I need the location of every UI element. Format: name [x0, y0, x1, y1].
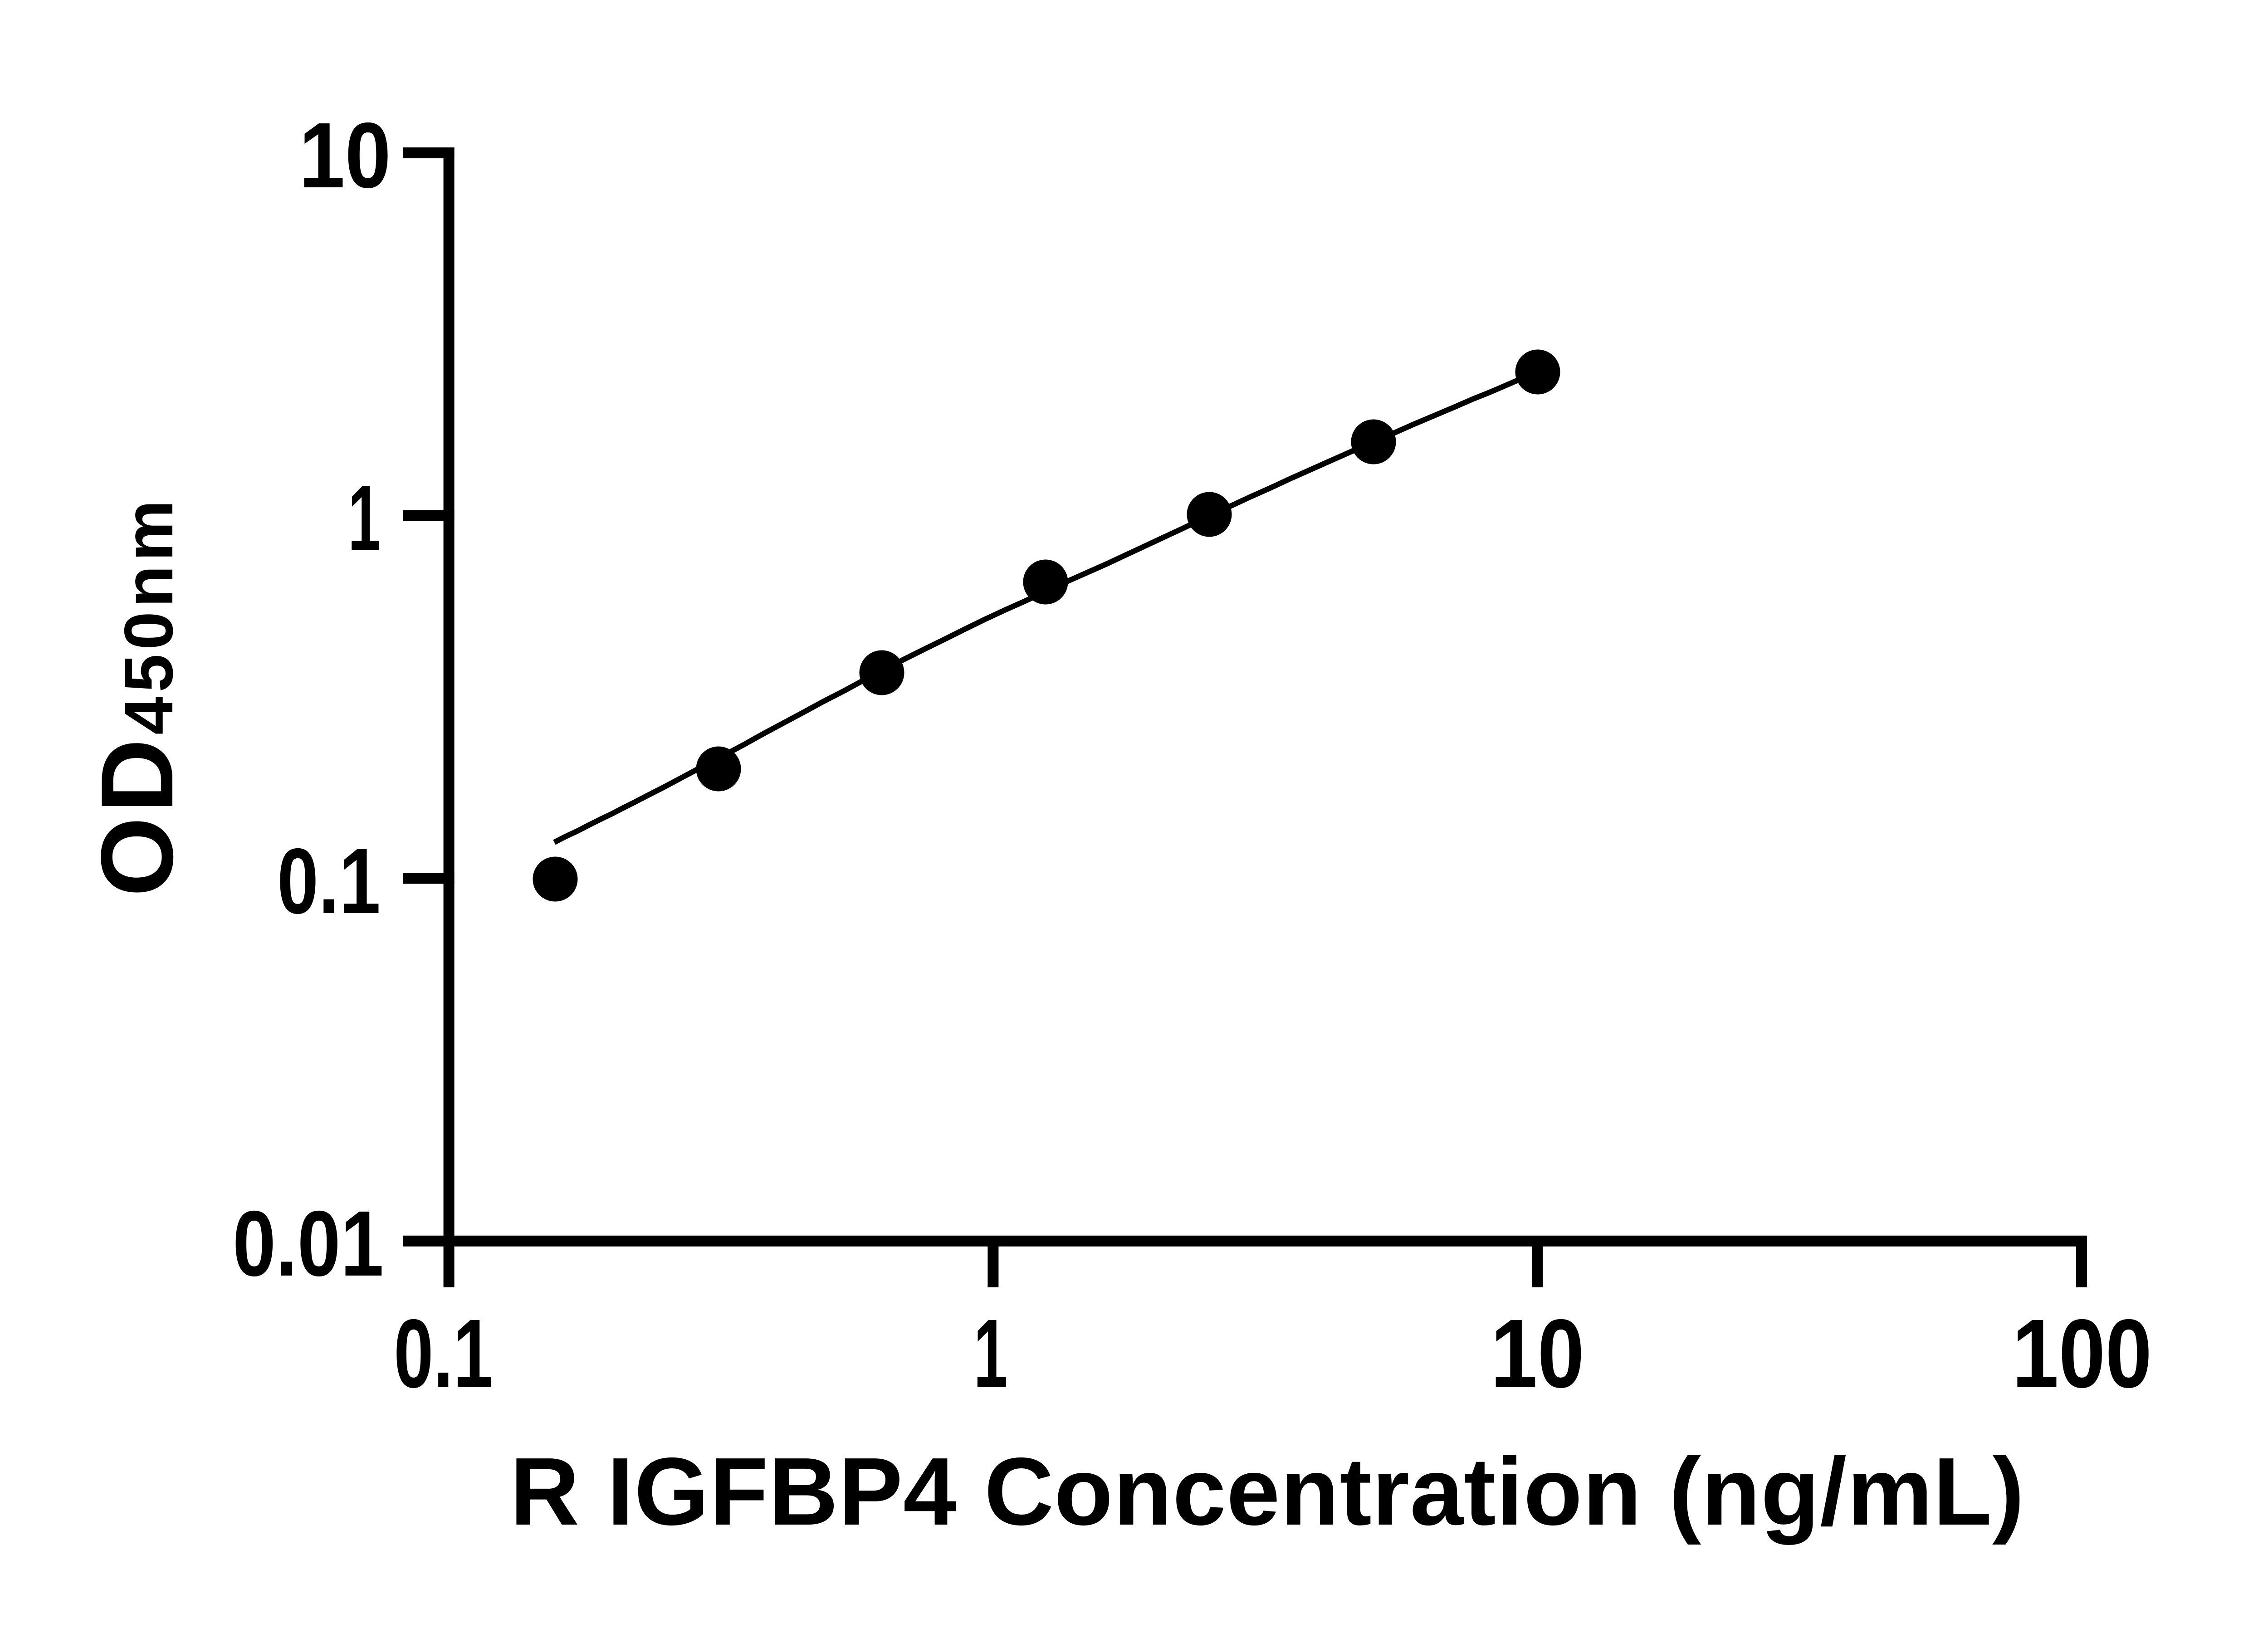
svg-text:10: 10	[1491, 1299, 1584, 1408]
svg-text:1: 1	[348, 467, 381, 571]
svg-text:0.1: 0.1	[277, 830, 381, 934]
svg-text:0.01: 0.01	[233, 1192, 384, 1296]
svg-text:0.1: 0.1	[394, 1299, 493, 1408]
svg-text:10: 10	[299, 103, 391, 207]
svg-text:100: 100	[2012, 1299, 2152, 1408]
svg-text:R IGFBP4 Concentration (ng/mL): R IGFBP4 Concentration (ng/mL)	[510, 1437, 2025, 1545]
svg-text:1: 1	[973, 1299, 1007, 1408]
